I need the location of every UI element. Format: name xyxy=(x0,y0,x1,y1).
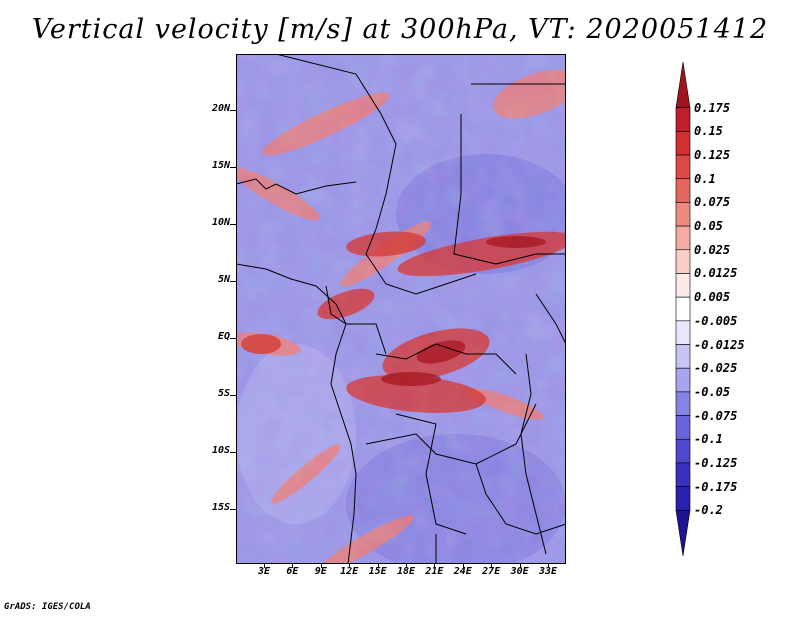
longitude-label: 15E xyxy=(368,566,387,577)
boundary-line xyxy=(375,343,517,375)
colorbar-level-label: -0.125 xyxy=(694,455,738,470)
longitude-tick xyxy=(491,563,493,568)
colorbar-level-label: 0.075 xyxy=(694,195,731,210)
longitude-tick xyxy=(320,563,322,568)
longitude-tick xyxy=(406,563,407,568)
boundary-line xyxy=(365,253,477,295)
colorbar-level-label: 0.005 xyxy=(694,290,731,305)
grads-credit: GrADS: IGES/COLA xyxy=(4,602,91,612)
political-boundaries xyxy=(236,54,566,564)
colorbar-swatch xyxy=(675,415,691,440)
colorbar-swatch xyxy=(675,61,691,108)
colorbar-level-label: 0.15 xyxy=(694,124,723,139)
page-title: Vertical velocity [m/s] at 300hPa, VT: 2… xyxy=(31,14,769,45)
colorbar-swatch xyxy=(675,486,691,511)
boundary-line xyxy=(395,413,467,535)
colorbar-level-label: -0.2 xyxy=(694,503,723,518)
latitude-tick xyxy=(230,110,236,111)
colorbar-swatch xyxy=(675,296,691,322)
boundary-line xyxy=(535,293,566,345)
latitude-label: 5S xyxy=(217,388,230,399)
longitude-tick xyxy=(548,563,549,568)
colorbar-level-label: -0.0125 xyxy=(694,337,745,352)
latitude-tick xyxy=(230,338,236,339)
colorbar xyxy=(675,61,691,557)
colorbar-swatch xyxy=(675,462,691,487)
colorbar-level-label: -0.05 xyxy=(694,384,731,399)
latitude-tick xyxy=(230,167,236,168)
colorbar-level-label: -0.175 xyxy=(694,479,738,494)
latitude-tick xyxy=(230,224,236,225)
colorbar-level-label: 0.175 xyxy=(694,100,731,115)
colorbar-swatch xyxy=(675,391,691,416)
latitude-label: 10N xyxy=(211,217,230,228)
latitude-label: 10S xyxy=(211,445,230,456)
longitude-tick xyxy=(462,563,464,568)
longitude-label: 30E xyxy=(510,566,529,577)
colorbar-level-label: -0.1 xyxy=(694,432,723,447)
coastline-west-africa xyxy=(236,263,347,325)
colorbar-swatch xyxy=(675,510,691,557)
colorbar-level-label: -0.025 xyxy=(694,361,738,376)
longitude-label: 6E xyxy=(286,566,299,577)
longitude-label: 3E xyxy=(257,566,271,577)
colorbar-swatch xyxy=(675,202,691,227)
colorbar-swatch xyxy=(675,225,691,251)
colorbar-swatch xyxy=(675,249,691,274)
longitude-tick xyxy=(292,563,294,568)
colorbar-swatch xyxy=(675,107,691,132)
boundary-line xyxy=(236,178,357,195)
latitude-label: EQ xyxy=(217,331,230,342)
colorbar-level-label: 0.1 xyxy=(694,171,716,186)
map-frame xyxy=(236,54,566,564)
longitude-tick xyxy=(349,563,351,568)
longitude-tick xyxy=(264,563,265,568)
latitude-tick xyxy=(230,281,236,282)
colorbar-level-label: 0.0125 xyxy=(694,266,738,281)
boundary-line xyxy=(275,54,397,255)
latitude-tick xyxy=(230,452,236,453)
latitude-tick xyxy=(230,509,236,510)
colorbar-level-label: 0.05 xyxy=(694,219,723,234)
colorbar-level-label: 0.025 xyxy=(694,242,731,257)
latitude-tick xyxy=(230,395,236,396)
latitude-label: 15S xyxy=(211,502,230,513)
colorbar-swatch xyxy=(675,273,691,298)
longitude-label: 12E xyxy=(340,566,359,577)
longitude-label: 18E xyxy=(396,566,416,577)
longitude-tick xyxy=(377,563,379,568)
boundary-line xyxy=(475,463,566,535)
longitude-label: 9E xyxy=(314,566,327,577)
colorbar-swatch xyxy=(675,154,691,180)
colorbar-swatch xyxy=(675,320,691,345)
colorbar-swatch xyxy=(675,438,691,464)
boundary-line xyxy=(325,285,387,355)
boundary-line xyxy=(365,403,537,465)
latitude-label: 20N xyxy=(211,103,230,114)
vertical-velocity-map xyxy=(236,54,566,564)
longitude-label: 27E xyxy=(482,566,501,577)
longitude-label: 21E xyxy=(425,566,444,577)
colorbar-level-label: -0.075 xyxy=(694,408,738,423)
lake-shoreline xyxy=(520,353,547,555)
colorbar-level-label: -0.005 xyxy=(694,313,738,328)
colorbar-level-label: 0.125 xyxy=(694,148,731,163)
latitude-label: 5N xyxy=(217,274,230,285)
colorbar-swatch xyxy=(675,178,691,203)
colorbar-swatch xyxy=(675,367,691,393)
longitude-tick xyxy=(519,563,521,568)
longitude-tick xyxy=(434,563,436,568)
boundary-line xyxy=(453,114,566,265)
field-texture xyxy=(236,54,566,564)
colorbar-swatch xyxy=(675,131,691,156)
longitude-label: 24E xyxy=(453,566,472,577)
colorbar-swatch xyxy=(675,344,691,369)
longitude-label: 33E xyxy=(538,566,558,577)
coastline-west-central xyxy=(330,323,357,564)
latitude-label: 15N xyxy=(211,160,230,171)
